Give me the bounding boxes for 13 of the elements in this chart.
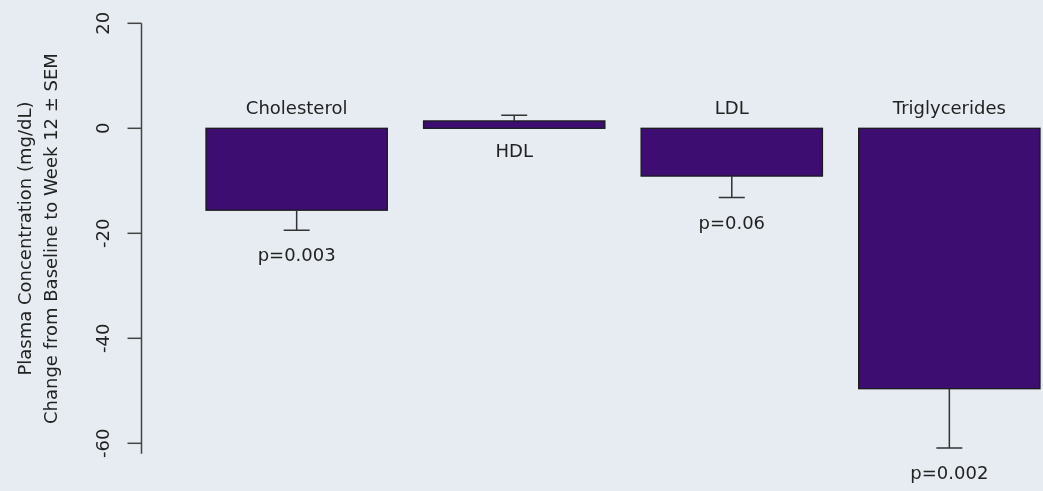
y-tick-label: -60: [92, 428, 114, 458]
annotation: p=0.003: [257, 243, 336, 265]
y-tick-label: 20: [92, 11, 114, 35]
y-tick-label: 0: [92, 122, 114, 135]
x-tick-label: LDL: [714, 96, 749, 118]
x-tick-label: Triglycerides: [891, 96, 1006, 118]
x-tick-label: Cholesterol: [245, 96, 348, 118]
y-tick-label: -20: [92, 218, 114, 248]
x-tick-label: HDL: [495, 139, 533, 161]
y-tick-label: -40: [92, 323, 114, 353]
annotation: p=0.002: [910, 461, 989, 483]
annotation: p=0.06: [698, 211, 766, 233]
y-axis-title: Plasma Concentration (mg/dL) Change from Baseline to Week 12 ± SEM: [13, 53, 61, 424]
